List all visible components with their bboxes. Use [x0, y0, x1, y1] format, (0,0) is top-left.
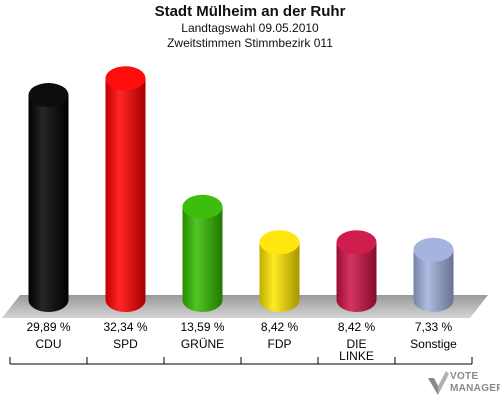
bar-body	[182, 206, 223, 312]
vote-manager-wordmark: VOTE MANAGER	[450, 371, 500, 395]
chart-subtitle-district: Zweitstimmen Stimmbezirk 011	[167, 36, 333, 50]
category-label-gruene: GRÜNE	[181, 337, 224, 351]
bar-top	[259, 230, 300, 255]
labels-group: 29,89 % CDU 32,34 % SPD 13,59 % GRÜNE 8,42 % FD…	[26, 320, 457, 363]
value-label-cdu: 29,89 %	[26, 320, 70, 334]
vote-manager-logo: VOTE MANAGER	[426, 368, 500, 400]
bar-sonstige	[413, 237, 454, 312]
bar-top	[28, 83, 69, 108]
bar-top	[413, 237, 454, 262]
bar-body	[28, 95, 69, 312]
logo-line-1: VOTE	[450, 371, 479, 382]
bar-body	[413, 249, 454, 312]
chart-header: Stadt Mülheim an der Ruhr Landtagswahl 0…	[0, 3, 500, 51]
bar-body	[105, 78, 146, 313]
bar-top	[336, 230, 377, 255]
category-axis	[9, 357, 473, 365]
chart-title: Stadt Mülheim an der Ruhr	[154, 3, 346, 20]
value-label-die-linke: 8,42 %	[338, 320, 376, 334]
bar-fdp	[259, 230, 300, 312]
category-label-sonstige: Sonstige	[410, 337, 457, 351]
category-label-spd: SPD	[113, 337, 138, 351]
value-label-gruene: 13,59 %	[180, 320, 224, 334]
bar-body	[336, 242, 377, 312]
value-label-sonstige: 7,33 %	[415, 320, 453, 334]
value-label-fdp: 8,42 %	[261, 320, 299, 334]
vote-manager-check-icon	[428, 371, 449, 395]
bar-cdu	[28, 83, 69, 312]
logo-line-2: MANAGER	[450, 383, 500, 394]
bar-top	[105, 66, 146, 91]
chart-subtitle-election: Landtagswahl 09.05.2010	[181, 21, 319, 35]
category-label-fdp: FDP	[268, 337, 292, 351]
value-label-spd: 32,34 %	[103, 320, 147, 334]
bar-spd	[105, 66, 146, 313]
bar-body	[259, 242, 300, 312]
bar-top	[182, 194, 223, 219]
bars-group	[28, 66, 454, 313]
bar-die-linke	[336, 230, 377, 312]
category-label-cdu: CDU	[36, 337, 62, 351]
bar-gruene	[182, 194, 223, 312]
category-label-die-linke: DIE LINKE	[339, 337, 374, 363]
